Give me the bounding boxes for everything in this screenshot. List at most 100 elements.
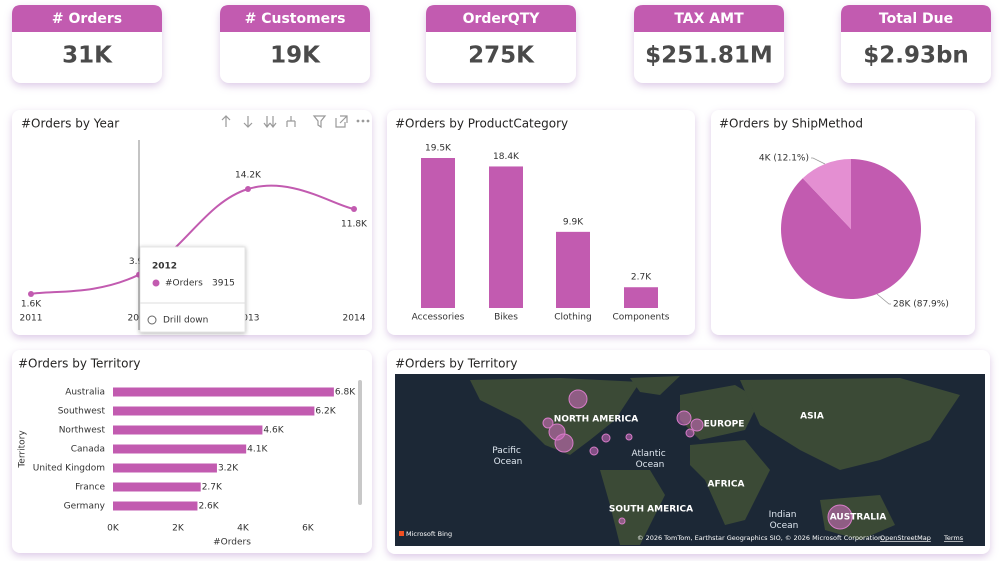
y-tick-label: United Kingdom (33, 464, 105, 474)
x-tick-label: 2012 (128, 314, 151, 324)
land-south-america (600, 470, 665, 545)
panel (12, 110, 372, 335)
tooltip-title: 2012 (152, 262, 177, 272)
leader-line (811, 157, 826, 165)
bar (489, 166, 523, 308)
data-label: 19.5K (425, 144, 452, 154)
bubble[interactable] (827, 504, 853, 530)
map-label: Atlantic Ocean (631, 449, 668, 470)
map-label: EUROPE (704, 420, 745, 430)
y-axis-title: Territory (18, 430, 28, 469)
icon[interactable] (221, 115, 231, 127)
x-tick-label: Accessories (412, 313, 465, 323)
icon[interactable] (243, 116, 253, 128)
bubble[interactable] (589, 446, 599, 456)
icon[interactable] (366, 119, 370, 123)
data-label: 4.1K (247, 445, 268, 455)
drill-down[interactable]: Drill down (163, 316, 208, 326)
cards: # Orders 31K # Customers 19K OrderQTY 275K TAX… (12, 5, 991, 83)
x-tick-label: Bikes (494, 313, 518, 323)
bar (113, 444, 247, 454)
card-label: # Customers (245, 11, 346, 27)
bubble[interactable] (568, 389, 588, 409)
card-header (634, 5, 784, 32)
card-label: Total Due (879, 11, 953, 27)
bubble[interactable] (625, 433, 633, 441)
data-label: 4K (12.1%) (759, 154, 809, 164)
x-tick-label: 2014 (343, 314, 366, 324)
bubble[interactable] (685, 428, 695, 438)
map-label: Indian Ocean (769, 510, 800, 531)
data-label: 11.8K (341, 220, 368, 230)
icon[interactable] (286, 116, 296, 127)
y-tick-label: Northwest (59, 426, 106, 436)
slice (802, 159, 851, 229)
provider-logo (399, 531, 404, 536)
point (351, 206, 357, 212)
scrollbar[interactable] (358, 380, 362, 505)
map-label: ASIA (800, 412, 824, 422)
x-tick-label: Clothing (554, 313, 591, 323)
tooltip-bg (139, 246, 246, 333)
panel (387, 110, 695, 335)
map-label-line: Indian (769, 510, 800, 520)
data-label: 3.2K (218, 464, 239, 474)
bubble[interactable] (676, 410, 692, 426)
data-label: 4.6K (263, 426, 284, 436)
x-axis-title: #Orders (213, 538, 251, 548)
charts: #Orders by Year #Orders by ProductCategor… (18, 117, 964, 548)
card-value: 31K (62, 43, 113, 69)
data-label: 2.7K (202, 483, 223, 493)
map-label: AFRICA (708, 480, 745, 490)
card-value: 19K (270, 43, 321, 69)
data-label: 2.7K (631, 273, 652, 283)
map-label: AUSTRALIA (830, 513, 887, 523)
x-tick-label: 6K (302, 524, 315, 534)
icon[interactable] (263, 116, 277, 128)
map-label-line: Ocean (636, 460, 665, 470)
map-label: NORTH AMERICA (554, 415, 638, 425)
bubble[interactable] (618, 517, 626, 525)
icon[interactable] (335, 115, 348, 128)
icon[interactable] (361, 119, 365, 123)
bubble[interactable] (601, 433, 611, 443)
bubble[interactable] (554, 433, 574, 453)
bar (624, 287, 658, 308)
map-label-line: Pacific (492, 446, 523, 456)
map[interactable] (395, 374, 985, 546)
card-value: $2.93bn (863, 43, 969, 69)
card-value: 275K (468, 43, 535, 69)
kpi-card: Total Due $2.93bn (841, 5, 991, 83)
land-asia (740, 378, 960, 470)
chart-title: #Orders by Territory (395, 357, 518, 371)
chart-title: #Orders by ProductCategory (395, 117, 568, 131)
bubble[interactable] (690, 418, 704, 432)
land-africa (690, 440, 770, 525)
data-label: 18.4K (493, 152, 520, 162)
x-tick-label: 0K (107, 524, 120, 534)
kpi-card: # Customers 19K (220, 5, 370, 83)
kpi-card: OrderQTY 275K (426, 5, 576, 83)
icon[interactable] (356, 119, 360, 123)
y-tick-label: Southwest (58, 407, 106, 417)
bar (556, 231, 590, 308)
y-tick-label: Germany (64, 502, 106, 512)
drill-icon[interactable] (147, 315, 157, 325)
line (30, 184, 355, 295)
map-terms[interactable]: Terms (943, 534, 964, 542)
card-header (841, 5, 991, 32)
bar (113, 482, 201, 492)
land-greenland (630, 376, 680, 395)
tooltip-measure: #Orders (165, 279, 203, 289)
map-osm[interactable]: OpenStreetMap (880, 534, 931, 542)
x-tick-label: 2011 (20, 314, 43, 324)
visual-toolbar[interactable] (221, 115, 370, 129)
map-provider: Microsoft Bing (406, 530, 452, 538)
bar (113, 463, 217, 473)
y-tick-label: Canada (71, 445, 105, 455)
bubble[interactable] (542, 417, 554, 429)
icon[interactable] (312, 115, 327, 129)
map-copyright: © 2026 TomTom, Earthstar Geographics SIO… (637, 534, 884, 542)
card-header (12, 5, 162, 32)
